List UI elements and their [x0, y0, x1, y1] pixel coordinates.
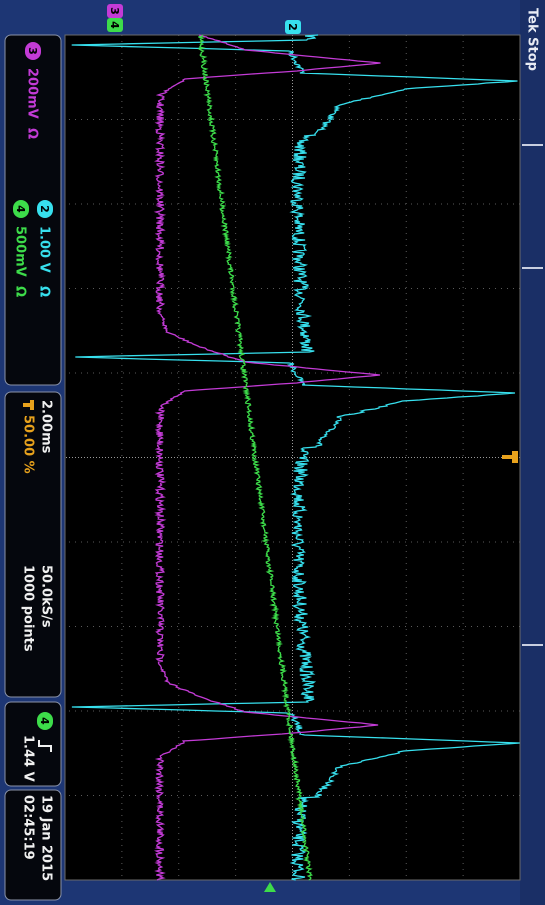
channel-scale: 1.00 V	[37, 226, 52, 273]
channel-number: 3	[26, 47, 39, 55]
trigger-position: 50.00 %	[21, 415, 36, 474]
oscilloscope-screen: Tek Stop 2.00ms 50.00 % 50.0kS/s 1000 po…	[0, 0, 545, 905]
channel-number: 2	[38, 205, 51, 213]
channel-coupling: Ω	[13, 286, 28, 297]
date: 19 Jan 2015	[39, 795, 54, 881]
ground-marker-label: 2	[286, 23, 299, 31]
channel-coupling: Ω	[37, 286, 52, 297]
trigger-source: 4	[38, 717, 51, 725]
info-bar: 2.00ms 50.00 % 50.0kS/s 1000 points 1.44…	[5, 35, 61, 900]
header-bar	[520, 0, 545, 905]
ground-marker-label: 4	[108, 21, 121, 29]
sample-rate: 50.0kS/s	[39, 565, 54, 628]
channel-number: 4	[14, 205, 27, 213]
channel-coupling: Ω	[25, 128, 40, 139]
channel-scale: 200mV	[25, 68, 40, 119]
channel-scale: 500mV	[13, 226, 28, 277]
record-length: 1000 points	[21, 565, 36, 652]
time-per-div: 2.00ms	[39, 400, 54, 454]
ground-marker-label: 3	[108, 7, 121, 15]
trigger-level: 1.44 V	[21, 735, 36, 782]
time: 02:45:19	[21, 795, 36, 860]
status: Tek Stop	[525, 8, 540, 71]
screen-content: Tek Stop 2.00ms 50.00 % 50.0kS/s 1000 po…	[5, 0, 545, 905]
